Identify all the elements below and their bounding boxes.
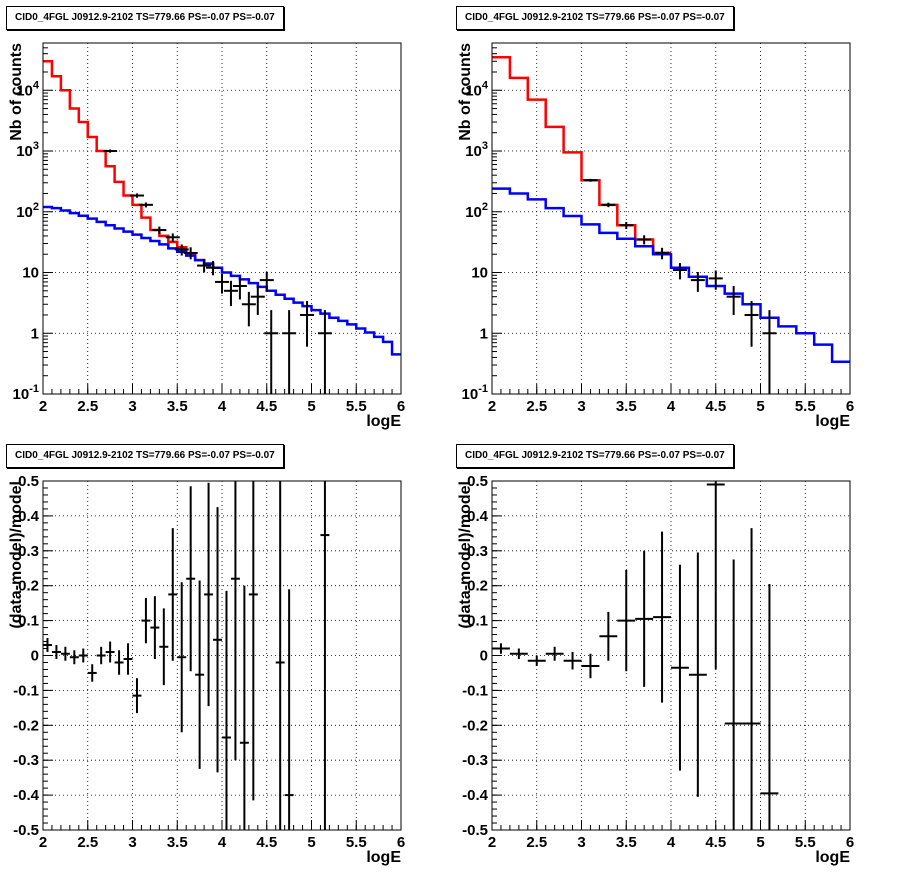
chart-panel-3: 2 2.5 3 3.5 4 4.5 5 5.5 6 -0.5 -0.4 -0.3 -0.2 -0.1 0 0.… bbox=[8, 473, 405, 866]
y-tick-label: 103 bbox=[465, 140, 488, 160]
y-tick-label: 10 bbox=[22, 265, 39, 282]
y-tick-label: 104 bbox=[16, 79, 40, 99]
y-tick-label: -0.1 bbox=[462, 682, 488, 699]
x-tick-label: 4 bbox=[667, 398, 676, 415]
y-tick-label: 1 bbox=[31, 325, 39, 342]
y-tick-label: -0.5 bbox=[13, 822, 39, 839]
x-tick-label: 3 bbox=[128, 834, 136, 851]
x-axis-label: logE bbox=[815, 413, 850, 430]
x-tick-label: 3.5 bbox=[616, 398, 637, 415]
x-tick-label: 2 bbox=[39, 834, 47, 851]
y-tick-label: 0.1 bbox=[18, 613, 39, 630]
x-tick-label: 4 bbox=[218, 834, 227, 851]
x-tick-label: 4.5 bbox=[705, 398, 726, 415]
x-tick-label: 3.5 bbox=[616, 834, 637, 851]
y-tick-label: 10 bbox=[471, 265, 488, 282]
chart-panel-2: 2 2.5 3 3.5 4 4.5 5 5.5 6 10-1 1 10 102 103 104 logE Nb … bbox=[457, 42, 854, 430]
y-tick-label: 1 bbox=[480, 325, 488, 342]
x-tick-label: 5.5 bbox=[795, 398, 816, 415]
x-tick-label: 5.5 bbox=[795, 834, 816, 851]
y-tick-label: 104 bbox=[465, 79, 489, 99]
chart-panel-4: 2 2.5 3 3.5 4 4.5 5 5.5 6 -0.5 -0.4 -0.3 -0.2 -0.1 0 0.… bbox=[457, 473, 854, 866]
y-tick-label: 0.5 bbox=[18, 473, 39, 490]
x-tick-label: 5.5 bbox=[346, 834, 367, 851]
y-tick-label: -0.3 bbox=[13, 752, 39, 769]
background-model-line bbox=[492, 187, 850, 363]
x-tick-label: 4.5 bbox=[256, 398, 277, 415]
panel-title-bottom-left: CID0_4FGL J0912.9-2102 TS=779.66 PS=-0.0… bbox=[6, 444, 284, 468]
panel-title-top-left: CID0_4FGL J0912.9-2102 TS=779.66 PS=-0.0… bbox=[6, 6, 284, 30]
x-tick-label: 4 bbox=[667, 834, 676, 851]
x-tick-label: 6 bbox=[397, 834, 405, 851]
y-tick-label: 10-1 bbox=[13, 383, 39, 403]
x-tick-label: 4.5 bbox=[256, 834, 277, 851]
plot-frame bbox=[491, 480, 851, 831]
y-tick-label: -0.1 bbox=[13, 682, 39, 699]
background-model-line bbox=[43, 205, 401, 356]
x-tick-label: 3 bbox=[128, 398, 136, 415]
x-tick-label: 2.5 bbox=[77, 398, 98, 415]
plot-frame bbox=[42, 480, 402, 831]
y-tick-label: 102 bbox=[465, 201, 488, 221]
plot-frame bbox=[42, 42, 402, 395]
x-axis-label: logE bbox=[366, 413, 401, 430]
chart-panel-1: 2 2.5 3 3.5 4 4.5 5 5.5 6 10-1 1 10 102 103 104 logE Nb … bbox=[8, 42, 405, 430]
x-tick-label: 5.5 bbox=[346, 398, 367, 415]
plot-frame bbox=[491, 42, 851, 395]
x-tick-label: 2.5 bbox=[526, 398, 547, 415]
x-tick-label: 6 bbox=[397, 398, 405, 415]
x-tick-label: 4 bbox=[218, 398, 227, 415]
y-tick-label: -0.2 bbox=[13, 717, 39, 734]
x-tick-label: 2.5 bbox=[526, 834, 547, 851]
x-axis-label: logE bbox=[815, 849, 850, 866]
x-tick-label: 5 bbox=[756, 834, 764, 851]
y-tick-label: 0.1 bbox=[467, 613, 488, 630]
y-tick-label: 0 bbox=[480, 648, 488, 665]
x-tick-label: 3 bbox=[577, 834, 585, 851]
x-tick-label: 4.5 bbox=[705, 834, 726, 851]
y-tick-label: -0.3 bbox=[462, 752, 488, 769]
y-tick-label: -0.2 bbox=[462, 717, 488, 734]
x-tick-label: 2 bbox=[488, 834, 496, 851]
x-tick-label: 2 bbox=[488, 398, 496, 415]
y-tick-label: 0 bbox=[31, 648, 39, 665]
y-tick-label: -0.5 bbox=[462, 822, 488, 839]
y-tick-label: 0.2 bbox=[18, 578, 39, 595]
y-axis-label: (data-model)/model bbox=[8, 481, 25, 629]
y-axis-label: Nb of counts bbox=[8, 43, 25, 141]
y-tick-label: 0.3 bbox=[467, 543, 488, 560]
y-axis-label: Nb of counts bbox=[457, 43, 474, 141]
y-tick-label: 103 bbox=[16, 140, 39, 160]
x-tick-label: 2.5 bbox=[77, 834, 98, 851]
y-tick-label: -0.4 bbox=[13, 787, 40, 804]
total-model-line bbox=[43, 60, 222, 269]
x-tick-label: 3.5 bbox=[167, 834, 188, 851]
x-axis-label: logE bbox=[366, 849, 401, 866]
x-tick-label: 5 bbox=[307, 834, 315, 851]
x-tick-label: 5 bbox=[756, 398, 764, 415]
x-tick-label: 2 bbox=[39, 398, 47, 415]
y-tick-label: 0.4 bbox=[467, 508, 489, 525]
y-axis-label: (data-model)/model bbox=[457, 481, 474, 629]
y-tick-label: 10-1 bbox=[462, 383, 488, 403]
panel-title-top-right: CID0_4FGL J0912.9-2102 TS=779.66 PS=-0.0… bbox=[456, 6, 734, 30]
x-tick-label: 3 bbox=[577, 398, 585, 415]
total-model-line bbox=[492, 55, 671, 255]
y-tick-label: -0.4 bbox=[462, 787, 489, 804]
y-tick-label: 102 bbox=[16, 201, 39, 221]
y-tick-label: 0.3 bbox=[18, 543, 39, 560]
y-tick-label: 0.4 bbox=[18, 508, 40, 525]
x-tick-label: 6 bbox=[846, 398, 854, 415]
x-tick-label: 6 bbox=[846, 834, 854, 851]
y-tick-label: 0.5 bbox=[467, 473, 488, 490]
y-tick-label: 0.2 bbox=[467, 578, 488, 595]
x-tick-label: 5 bbox=[307, 398, 315, 415]
panel-title-bottom-right: CID0_4FGL J0912.9-2102 TS=779.66 PS=-0.0… bbox=[456, 444, 734, 468]
x-tick-label: 3.5 bbox=[167, 398, 188, 415]
